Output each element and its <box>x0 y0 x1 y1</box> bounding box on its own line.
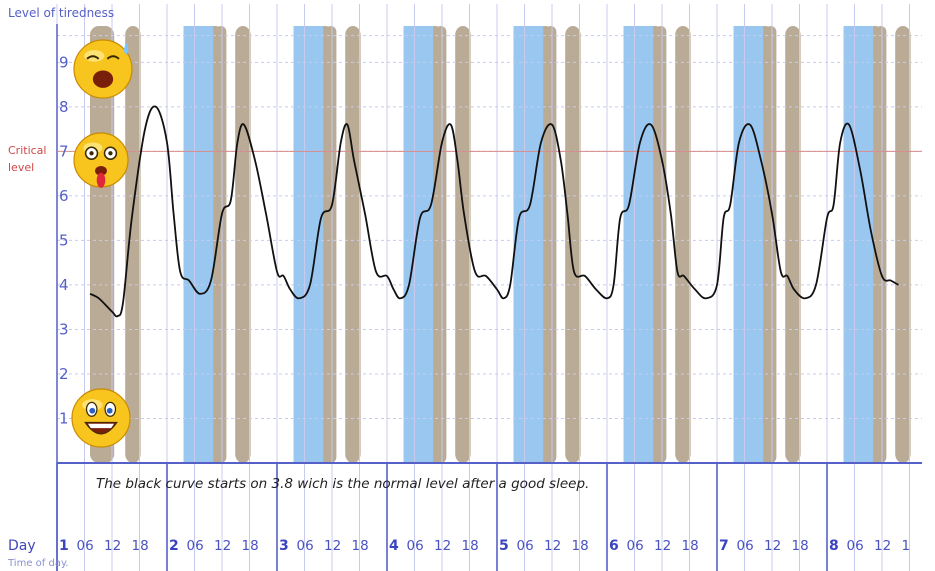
hour-tick-label: 06 <box>517 538 534 554</box>
sleep-band <box>895 26 911 463</box>
sleep-band <box>545 26 557 463</box>
sleep-band <box>345 26 361 463</box>
critical-level: Critical level <box>8 144 922 174</box>
night-band <box>733 26 764 463</box>
y-tick-label: 2 <box>59 365 69 383</box>
hour-tick-label: 06 <box>407 538 424 554</box>
hour-tick-label: 06 <box>737 538 754 554</box>
day-number-label: 3 <box>279 538 289 554</box>
day-number-label: 5 <box>499 538 509 554</box>
dizzy-tongue-face-icon <box>73 132 129 188</box>
day-number-label: 8 <box>829 538 839 554</box>
sleep-band <box>435 26 447 463</box>
day-number-label: 2 <box>169 538 179 554</box>
y-tick-label: 1 <box>59 409 69 427</box>
sleep-band <box>325 26 337 463</box>
sleep-band <box>765 26 777 463</box>
day-number-label: 7 <box>719 538 729 554</box>
tiredness-curve <box>89 105 899 318</box>
annotation-note: The black curve starts on 3.8 wich is th… <box>96 476 589 492</box>
hour-tick-label: 12 <box>544 538 561 554</box>
hour-tick-label: 12 <box>654 538 671 554</box>
hour-tick-label: 18 <box>572 538 589 554</box>
hour-tick-label: 12 <box>104 538 121 554</box>
sleep-band <box>675 26 691 463</box>
hour-tick-label: 1 <box>902 538 911 554</box>
hour-tick-label: 06 <box>297 538 314 554</box>
hour-tick-label: 18 <box>352 538 369 554</box>
tiredness-series-line <box>89 105 899 318</box>
y-tick-label: 7 <box>59 142 69 160</box>
y-tick-label: 9 <box>59 53 69 71</box>
critical-level-label: Critical <box>8 144 46 157</box>
night-band <box>293 26 324 463</box>
sweating-face-icon <box>73 39 133 99</box>
night-band <box>843 26 874 463</box>
night-band <box>513 26 544 463</box>
y-tick-label: 6 <box>59 187 69 205</box>
hour-tick-label: 06 <box>627 538 644 554</box>
x-axis-time-label: Time of day. <box>7 558 69 569</box>
sleep-band <box>455 26 471 463</box>
axes <box>56 24 922 571</box>
hour-tick-label: 06 <box>77 538 94 554</box>
hour-tick-label: 06 <box>847 538 864 554</box>
hour-tick-label: 12 <box>434 538 451 554</box>
sleep-band <box>785 26 801 463</box>
hour-tick-label: 12 <box>874 538 891 554</box>
sleep-band <box>125 26 141 463</box>
hour-tick-label: 18 <box>132 538 149 554</box>
sleep-band <box>565 26 581 463</box>
y-tick-label: 3 <box>59 320 69 338</box>
night-band <box>623 26 654 463</box>
hour-tick-label: 12 <box>764 538 781 554</box>
hour-tick-label: 18 <box>462 538 479 554</box>
sleep-band <box>215 26 227 463</box>
sleep-band <box>235 26 251 463</box>
emoji-icons <box>71 39 133 448</box>
hour-tick-label: 12 <box>324 538 341 554</box>
hour-tick-label: 12 <box>214 538 231 554</box>
y-axis-label: Level of tiredness <box>8 6 114 20</box>
y-tick-label: 4 <box>59 276 69 294</box>
night-band <box>183 26 214 463</box>
sleep-band <box>655 26 667 463</box>
activity-bands <box>90 26 911 463</box>
y-tick-label: 8 <box>59 98 69 116</box>
sleep-band <box>875 26 887 463</box>
hour-tick-label: 18 <box>682 538 699 554</box>
x-axis-day-label: Day <box>8 538 36 554</box>
hour-tick-label: 18 <box>792 538 809 554</box>
day-number-label: 4 <box>389 538 399 554</box>
critical-level-label: level <box>8 161 34 174</box>
y-tick-label: 5 <box>59 231 69 249</box>
smiling-face-icon <box>71 388 131 448</box>
day-number-label: 1 <box>59 538 69 554</box>
night-band <box>403 26 434 463</box>
hour-tick-label: 18 <box>242 538 259 554</box>
day-number-label: 6 <box>609 538 619 554</box>
hour-tick-label: 06 <box>187 538 204 554</box>
